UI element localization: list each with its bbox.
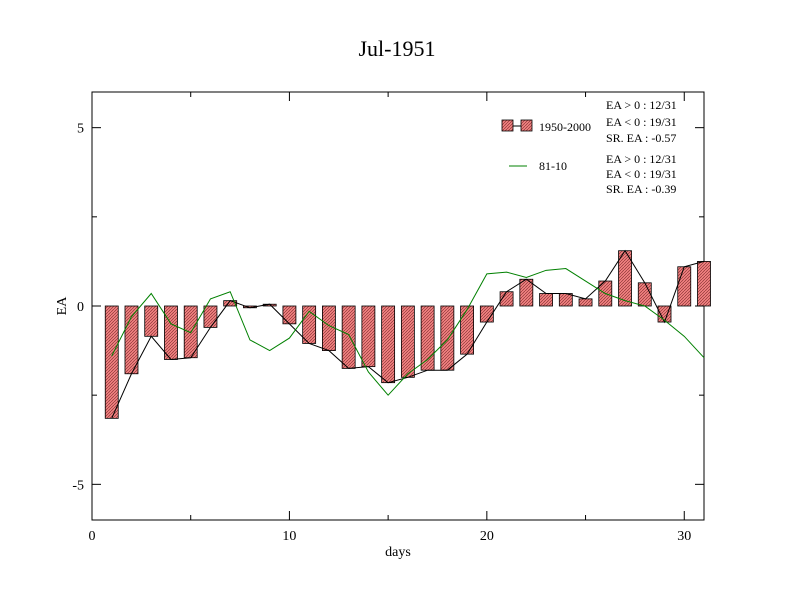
x-tick-label: 20 xyxy=(480,529,494,544)
bar-day-15 xyxy=(381,305,396,384)
bar-day-20 xyxy=(479,305,494,323)
bar-day-25 xyxy=(578,298,593,307)
stat-81-10-negative: EA < 0 : 19/31 xyxy=(606,167,677,181)
stat-1950-2000-sr: SR. EA : -0.57 xyxy=(606,131,676,145)
stat-81-10-sr: SR. EA : -0.39 xyxy=(606,182,676,196)
bar-day-3 xyxy=(144,305,159,337)
x-tick-label: 30 xyxy=(677,529,691,544)
x-axis-label: days xyxy=(385,545,411,560)
legend-swatch-1950-2000-a xyxy=(501,119,514,132)
stat-1950-2000-negative: EA < 0 : 19/31 xyxy=(606,115,677,129)
legend-swatch-1950-2000-b xyxy=(520,119,533,132)
bar-day-10 xyxy=(282,305,297,325)
x-tick-label: 10 xyxy=(282,529,296,544)
y-axis-label: EA xyxy=(55,296,70,316)
y-tick-label: 0 xyxy=(77,300,84,315)
bar-day-22 xyxy=(519,278,534,307)
bar-day-1 xyxy=(104,305,119,419)
x-tick-label: 0 xyxy=(89,529,96,544)
legend-label-1950-2000: 1950-2000 xyxy=(539,120,591,134)
bar-day-12 xyxy=(322,305,336,351)
bar-group xyxy=(104,250,711,419)
bar-day-14 xyxy=(361,305,376,368)
series-line-1950-2000 xyxy=(111,249,705,419)
legend: 1950-2000 81-10 EA > 0 : 12/31 EA < 0 : … xyxy=(501,98,677,196)
bar-day-16 xyxy=(400,305,415,378)
bar-day-4 xyxy=(164,305,178,360)
y-tick-label: 5 xyxy=(77,122,84,137)
stat-1950-2000-positive: EA > 0 : 12/31 xyxy=(606,98,677,112)
bar-day-24 xyxy=(558,293,573,307)
bar-day-13 xyxy=(341,305,356,369)
series-line-81-10 xyxy=(111,268,705,396)
axes-group: 0 10 20 30 -5 0 5 xyxy=(72,92,704,544)
bar-day-6 xyxy=(203,305,218,328)
bar-day-28 xyxy=(637,282,652,307)
line-group xyxy=(111,249,705,419)
legend-label-81-10: 81-10 xyxy=(539,159,567,173)
y-tick-label: -5 xyxy=(72,478,84,493)
bar-day-23 xyxy=(539,293,553,307)
chart-title: Jul-1951 xyxy=(359,36,436,61)
bar-day-30 xyxy=(677,266,692,307)
bar-day-18 xyxy=(440,305,455,371)
bar-day-31 xyxy=(697,261,711,307)
stat-81-10-positive: EA > 0 : 12/31 xyxy=(606,152,677,166)
bar-day-17 xyxy=(420,305,435,371)
